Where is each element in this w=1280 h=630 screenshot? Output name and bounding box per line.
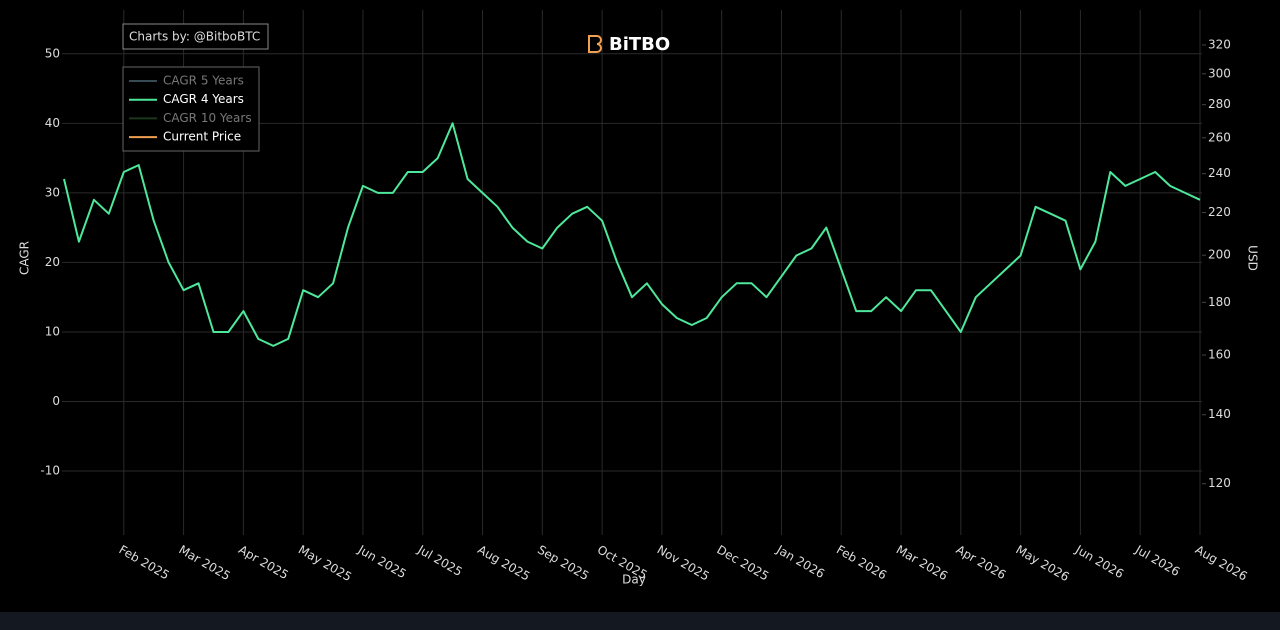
y-tick-label: 50 <box>45 46 60 60</box>
logo-icon <box>588 35 602 53</box>
y2-tick-label: 120 <box>1208 476 1231 490</box>
y2-tick-label: 240 <box>1208 166 1231 180</box>
y-tick-label: 40 <box>45 116 60 130</box>
watermark: Charts by: @BitboBTC <box>129 30 260 44</box>
x-axis-title: Day <box>622 573 646 587</box>
y-tick-label: 30 <box>45 185 60 199</box>
y2-tick-label: 160 <box>1208 348 1231 362</box>
y2-tick-label: 300 <box>1208 66 1231 80</box>
legend-label[interactable]: CAGR 5 Years <box>163 74 244 88</box>
y2-tick-label: 200 <box>1208 248 1231 262</box>
y-tick-label: -10 <box>40 464 60 478</box>
logo: BiTBO <box>609 34 670 55</box>
y2-tick-label: 140 <box>1208 407 1231 421</box>
y-tick-label: 10 <box>45 324 60 338</box>
line-series <box>63 122 1201 347</box>
y2-tick-label: 220 <box>1208 205 1231 219</box>
watermark-box <box>122 23 269 50</box>
y2-tick-label: 260 <box>1208 130 1231 144</box>
y-tick-label: 20 <box>45 255 60 269</box>
legend-label[interactable]: CAGR 4 Years <box>163 92 244 106</box>
y2-axis-title: USD <box>1246 245 1260 271</box>
legend-label[interactable]: CAGR 10 Years <box>163 111 252 125</box>
bottom-bar <box>0 612 1280 630</box>
legend-label[interactable]: Current Price <box>163 130 241 144</box>
y-axis-title: CAGR <box>18 241 32 275</box>
y2-tick-label: 320 <box>1208 37 1231 51</box>
legend: CAGR 5 Years CAGR 4 Years CAGR 10 Years Cur… <box>122 66 260 152</box>
y-tick-label: 0 <box>52 394 60 408</box>
y2-tick-label: 280 <box>1208 97 1231 111</box>
y2-tick-label: 180 <box>1208 295 1231 309</box>
